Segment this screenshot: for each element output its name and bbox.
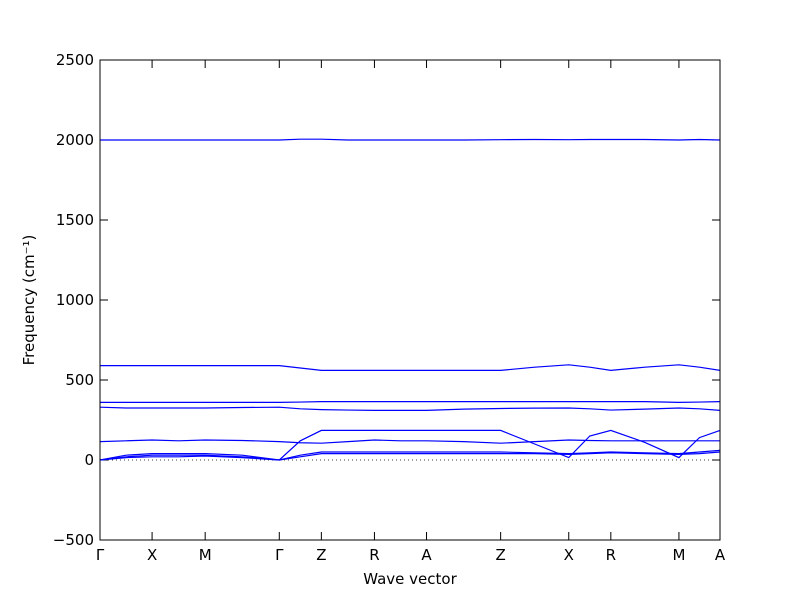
y-tick-label: 2500 bbox=[56, 51, 94, 69]
y-tick-label: 1000 bbox=[56, 291, 94, 309]
y-tick-label: 0 bbox=[84, 451, 94, 469]
y-axis-label: Frequency (cm⁻¹) bbox=[20, 235, 38, 366]
x-tick-label: Z bbox=[316, 546, 326, 564]
x-axis-label: Wave vector bbox=[363, 570, 457, 588]
x-tick-label: M bbox=[672, 546, 685, 564]
x-tick-label: A bbox=[421, 546, 432, 564]
y-tick-label: 2000 bbox=[56, 131, 94, 149]
band-line bbox=[99, 429, 721, 461]
plot-frame bbox=[99, 59, 721, 541]
band-line bbox=[100, 138, 721, 141]
x-tick-label: Γ bbox=[96, 546, 105, 564]
band-line bbox=[99, 439, 720, 444]
x-tick-label: R bbox=[369, 546, 379, 564]
y-tick-label: 1500 bbox=[56, 211, 94, 229]
x-tick-label: Z bbox=[496, 546, 506, 564]
band-line bbox=[99, 451, 721, 461]
x-tick-label: R bbox=[606, 546, 616, 564]
x-tick-label: X bbox=[147, 546, 157, 564]
x-tick-label: A bbox=[715, 546, 726, 564]
band-line bbox=[100, 364, 721, 372]
x-tick-label: Γ bbox=[275, 546, 284, 564]
band-line bbox=[99, 406, 721, 411]
x-tick-label: M bbox=[199, 546, 212, 564]
x-tick-label: X bbox=[564, 546, 574, 564]
y-tick-label: −500 bbox=[53, 531, 94, 549]
y-tick-label: 500 bbox=[65, 371, 94, 389]
band-line bbox=[99, 449, 721, 461]
band-line bbox=[100, 401, 721, 404]
